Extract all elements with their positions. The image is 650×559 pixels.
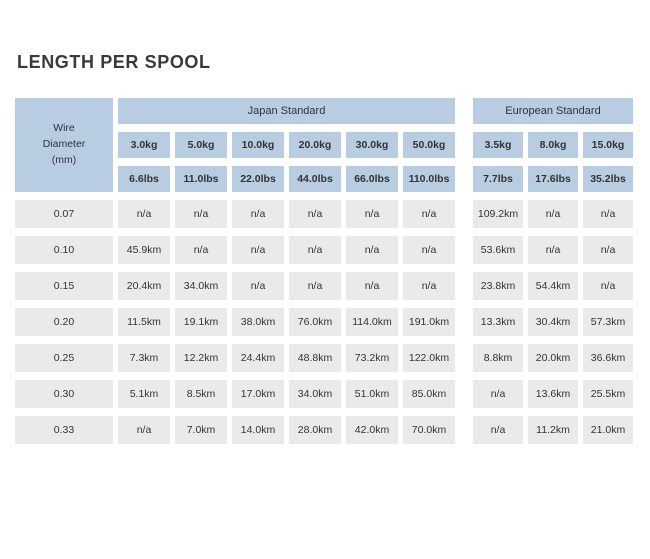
japan-length-cell: 114.0km (346, 308, 398, 336)
european-length-cell: 23.8km (473, 272, 523, 300)
japan-length-cell: n/a (289, 272, 341, 300)
japan-length-cell: 5.1km (118, 380, 170, 408)
japan-lbs-header: 44.0lbs (289, 166, 341, 192)
european-length-cell: n/a (583, 272, 633, 300)
japan-length-cell: n/a (403, 272, 455, 300)
european-length-cell: 109.2km (473, 200, 523, 228)
europe-lbs-header: 35.2lbs (583, 166, 633, 192)
european-length-cell: 30.4km (528, 308, 578, 336)
japan-lbs-header: 22.0lbs (232, 166, 284, 192)
japan-standard-header: Japan Standard (118, 98, 455, 124)
japan-length-cell: n/a (346, 236, 398, 264)
european-length-cell: n/a (473, 416, 523, 444)
wire-diameter-value: 0.10 (15, 236, 113, 264)
europe-kg-header: 8.0kg (528, 132, 578, 158)
japan-length-cell: n/a (118, 416, 170, 444)
japan-length-cell: n/a (232, 272, 284, 300)
european-length-cell: n/a (528, 236, 578, 264)
japan-lbs-header: 66.0lbs (346, 166, 398, 192)
european-length-cell: n/a (583, 236, 633, 264)
japan-length-cell: n/a (175, 200, 227, 228)
japan-lbs-header: 110.0lbs (403, 166, 455, 192)
european-length-cell: n/a (583, 200, 633, 228)
japan-length-cell: n/a (346, 200, 398, 228)
european-length-cell: 57.3km (583, 308, 633, 336)
japan-length-cell: 76.0km (289, 308, 341, 336)
japan-length-cell: n/a (118, 200, 170, 228)
japan-length-cell: 48.8km (289, 344, 341, 372)
european-length-cell: 21.0km (583, 416, 633, 444)
japan-kg-header: 50.0kg (403, 132, 455, 158)
japan-kg-header: 5.0kg (175, 132, 227, 158)
japan-lbs-header: 6.6lbs (118, 166, 170, 192)
european-length-cell: 11.2km (528, 416, 578, 444)
japan-length-cell: 45.9km (118, 236, 170, 264)
european-length-cell: 20.0km (528, 344, 578, 372)
japan-kg-header: 3.0kg (118, 132, 170, 158)
japan-length-cell: 19.1km (175, 308, 227, 336)
wire-diameter-value: 0.33 (15, 416, 113, 444)
japan-length-cell: n/a (403, 200, 455, 228)
japan-kg-header: 20.0kg (289, 132, 341, 158)
japan-length-cell: 34.0km (289, 380, 341, 408)
japan-kg-header: 30.0kg (346, 132, 398, 158)
european-length-cell: 54.4km (528, 272, 578, 300)
japan-length-cell: 28.0km (289, 416, 341, 444)
page: LENGTH PER SPOOL Wire Diameter (mm) Japa… (0, 52, 650, 444)
japan-length-cell: 17.0km (232, 380, 284, 408)
japan-length-cell: 34.0km (175, 272, 227, 300)
wire-diameter-value: 0.25 (15, 344, 113, 372)
european-length-cell: n/a (473, 380, 523, 408)
european-length-cell: 13.3km (473, 308, 523, 336)
length-per-spool-table: Wire Diameter (mm) Japan Standard Europe… (15, 98, 635, 444)
japan-length-cell: n/a (403, 236, 455, 264)
japan-length-cell: n/a (346, 272, 398, 300)
europe-lbs-header: 17.6lbs (528, 166, 578, 192)
wire-diameter-value: 0.30 (15, 380, 113, 408)
page-title: LENGTH PER SPOOL (17, 52, 211, 72)
wire-diameter-value: 0.15 (15, 272, 113, 300)
japan-length-cell: 11.5km (118, 308, 170, 336)
japan-length-cell: 191.0km (403, 308, 455, 336)
japan-kg-header: 10.0kg (232, 132, 284, 158)
japan-lbs-header: 11.0lbs (175, 166, 227, 192)
wire-diameter-value: 0.20 (15, 308, 113, 336)
japan-length-cell: 14.0km (232, 416, 284, 444)
japan-length-cell: 85.0km (403, 380, 455, 408)
europe-lbs-header: 7.7lbs (473, 166, 523, 192)
wire-diameter-header: Wire Diameter (mm) (15, 98, 113, 192)
european-length-cell: 36.6km (583, 344, 633, 372)
wire-diameter-value: 0.07 (15, 200, 113, 228)
japan-length-cell: 20.4km (118, 272, 170, 300)
european-length-cell: 53.6km (473, 236, 523, 264)
japan-length-cell: 73.2km (346, 344, 398, 372)
european-standard-header: European Standard (473, 98, 633, 124)
japan-length-cell: 42.0km (346, 416, 398, 444)
japan-length-cell: 8.5km (175, 380, 227, 408)
japan-length-cell: 51.0km (346, 380, 398, 408)
european-length-cell: 25.5km (583, 380, 633, 408)
japan-length-cell: 7.0km (175, 416, 227, 444)
japan-length-cell: 122.0km (403, 344, 455, 372)
japan-length-cell: n/a (232, 200, 284, 228)
europe-kg-header: 3.5kg (473, 132, 523, 158)
european-length-cell: 13.6km (528, 380, 578, 408)
japan-length-cell: 24.4km (232, 344, 284, 372)
japan-length-cell: 70.0km (403, 416, 455, 444)
japan-length-cell: 7.3km (118, 344, 170, 372)
european-length-cell: n/a (528, 200, 578, 228)
european-length-cell: 8.8km (473, 344, 523, 372)
japan-length-cell: n/a (289, 200, 341, 228)
japan-length-cell: n/a (175, 236, 227, 264)
japan-length-cell: n/a (232, 236, 284, 264)
japan-length-cell: n/a (289, 236, 341, 264)
japan-length-cell: 38.0km (232, 308, 284, 336)
europe-kg-header: 15.0kg (583, 132, 633, 158)
japan-length-cell: 12.2km (175, 344, 227, 372)
